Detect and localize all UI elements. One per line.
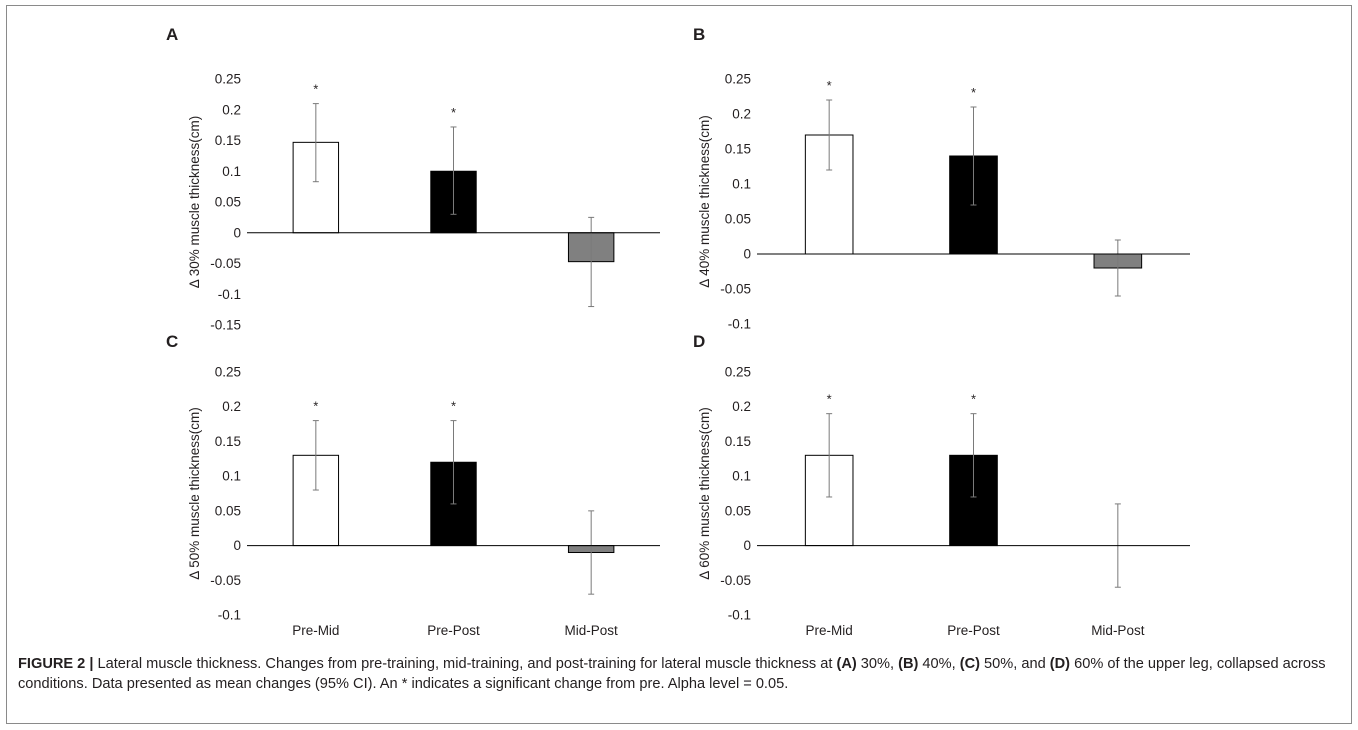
panel-label-b: B [693, 25, 706, 44]
x-tick-label: Pre-Post [947, 623, 1000, 638]
caption-text-2: 30%, [856, 656, 899, 672]
y-tick-label: 0.15 [215, 133, 241, 148]
y-tick-label: 0 [233, 225, 241, 240]
chart-b: -0.1 -0.05 0 0.05 0.1 0.15 0.2 0.25 Δ 40% muscle… [697, 72, 1190, 347]
y-tick-label: -0.1 [218, 287, 241, 302]
significance-marker: * [971, 392, 976, 407]
y-tick-label: 0 [743, 247, 751, 262]
significance-marker: * [451, 105, 456, 120]
y-tick-label: 0.05 [725, 212, 751, 227]
significance-marker: * [451, 399, 456, 414]
chart-c: -0.1 -0.05 0 0.05 0.1 0.15 0.2 0.25 Δ 50% muscle… [187, 365, 660, 638]
y-tick-label: 0.05 [215, 195, 241, 210]
y-tick-label: -0.05 [720, 573, 751, 588]
panel-label-c: C [166, 332, 179, 351]
x-tick-label: Mid-Post [1091, 623, 1145, 638]
figure-frame [6, 5, 1352, 724]
caption-text-1: Lateral muscle thickness. Changes from p… [93, 656, 837, 672]
figure-caption: FIGURE 2 | Lateral muscle thickness. Cha… [18, 654, 1340, 694]
caption-ref-a: (A) [836, 656, 857, 672]
y-tick-label: -0.1 [728, 317, 751, 332]
y-tick-label: 0.15 [725, 434, 751, 449]
y-tick-label: 0.1 [222, 469, 241, 484]
panel-label-a: A [166, 25, 179, 44]
chart-d: -0.1 -0.05 0 0.05 0.1 0.15 0.2 0.25 Δ 60% muscle… [697, 365, 1190, 638]
y-tick-label: 0.15 [725, 142, 751, 157]
y-tick-label: -0.1 [728, 608, 751, 623]
significance-marker: * [313, 82, 318, 97]
y-tick-label: 0.2 [222, 102, 241, 117]
x-tick-label: Pre-Mid [292, 623, 339, 638]
y-tick-label: 0 [743, 538, 751, 553]
y-axis-label: Δ 60% muscle thickness(cm) [697, 407, 712, 580]
caption-text-3: 40%, [918, 656, 960, 672]
y-tick-label: 0.2 [732, 107, 751, 122]
caption-ref-b: (B) [898, 656, 919, 672]
y-axis-label: Δ 40% muscle thickness(cm) [697, 115, 712, 288]
significance-marker: * [313, 399, 318, 414]
y-tick-label: 0.1 [732, 469, 751, 484]
y-tick-label: 0.25 [215, 72, 241, 87]
caption-lead: FIGURE 2 | [18, 656, 94, 672]
panel-d: D -0.1 -0.05 0 0.05 0.1 0.15 0.2 0.25 Δ 60% musc… [688, 332, 1348, 642]
caption-text-5: 60% of the upper leg, collapsed across c… [18, 656, 1326, 692]
y-tick-label: 0.1 [732, 177, 751, 192]
y-tick-label: 0.25 [725, 365, 751, 380]
caption-ref-c: (C) [959, 656, 980, 672]
y-tick-label: -0.05 [210, 256, 241, 271]
panel-label-d: D [693, 332, 706, 351]
significance-marker: * [827, 392, 832, 407]
x-tick-label: Pre-Post [427, 623, 480, 638]
significance-marker: * [971, 85, 976, 100]
caption-text-4: 50%, and [980, 656, 1050, 672]
y-tick-label: -0.15 [210, 318, 241, 333]
panel-a: A -0.15 -0.1 -0.05 0 0.05 0.1 0.15 0.2 0.25 Δ 30%… [8, 22, 668, 348]
caption-ref-d: (D) [1049, 656, 1071, 672]
y-axis-label: Δ 30% muscle thickness(cm) [187, 116, 202, 289]
x-tick-label: Pre-Mid [806, 623, 853, 638]
y-tick-label: 0.1 [222, 164, 241, 179]
x-tick-label: Mid-Post [565, 623, 619, 638]
y-axis-label: Δ 50% muscle thickness(cm) [187, 407, 202, 580]
panel-b: B -0.1 -0.05 0 0.05 0.1 0.15 0.2 0.25 Δ 40% musc… [688, 22, 1348, 347]
chart-a: -0.15 -0.1 -0.05 0 0.05 0.1 0.15 0.2 0.25 Δ 30% m… [187, 72, 660, 348]
y-tick-label: 0.05 [725, 503, 751, 518]
y-tick-label: 0.25 [215, 365, 241, 380]
y-tick-label: 0 [233, 538, 241, 553]
y-tick-label: 0.15 [215, 434, 241, 449]
significance-marker: * [827, 78, 832, 93]
y-tick-label: 0.2 [732, 399, 751, 414]
panel-c: C -0.1 -0.05 0 0.05 0.1 0.15 0.2 0.25 Δ 50% musc… [8, 332, 668, 642]
y-tick-label: 0.2 [222, 399, 241, 414]
y-tick-label: -0.05 [720, 282, 751, 297]
y-tick-label: 0.05 [215, 503, 241, 518]
y-tick-label: -0.1 [218, 608, 241, 623]
y-tick-label: 0.25 [725, 72, 751, 87]
y-tick-label: -0.05 [210, 573, 241, 588]
